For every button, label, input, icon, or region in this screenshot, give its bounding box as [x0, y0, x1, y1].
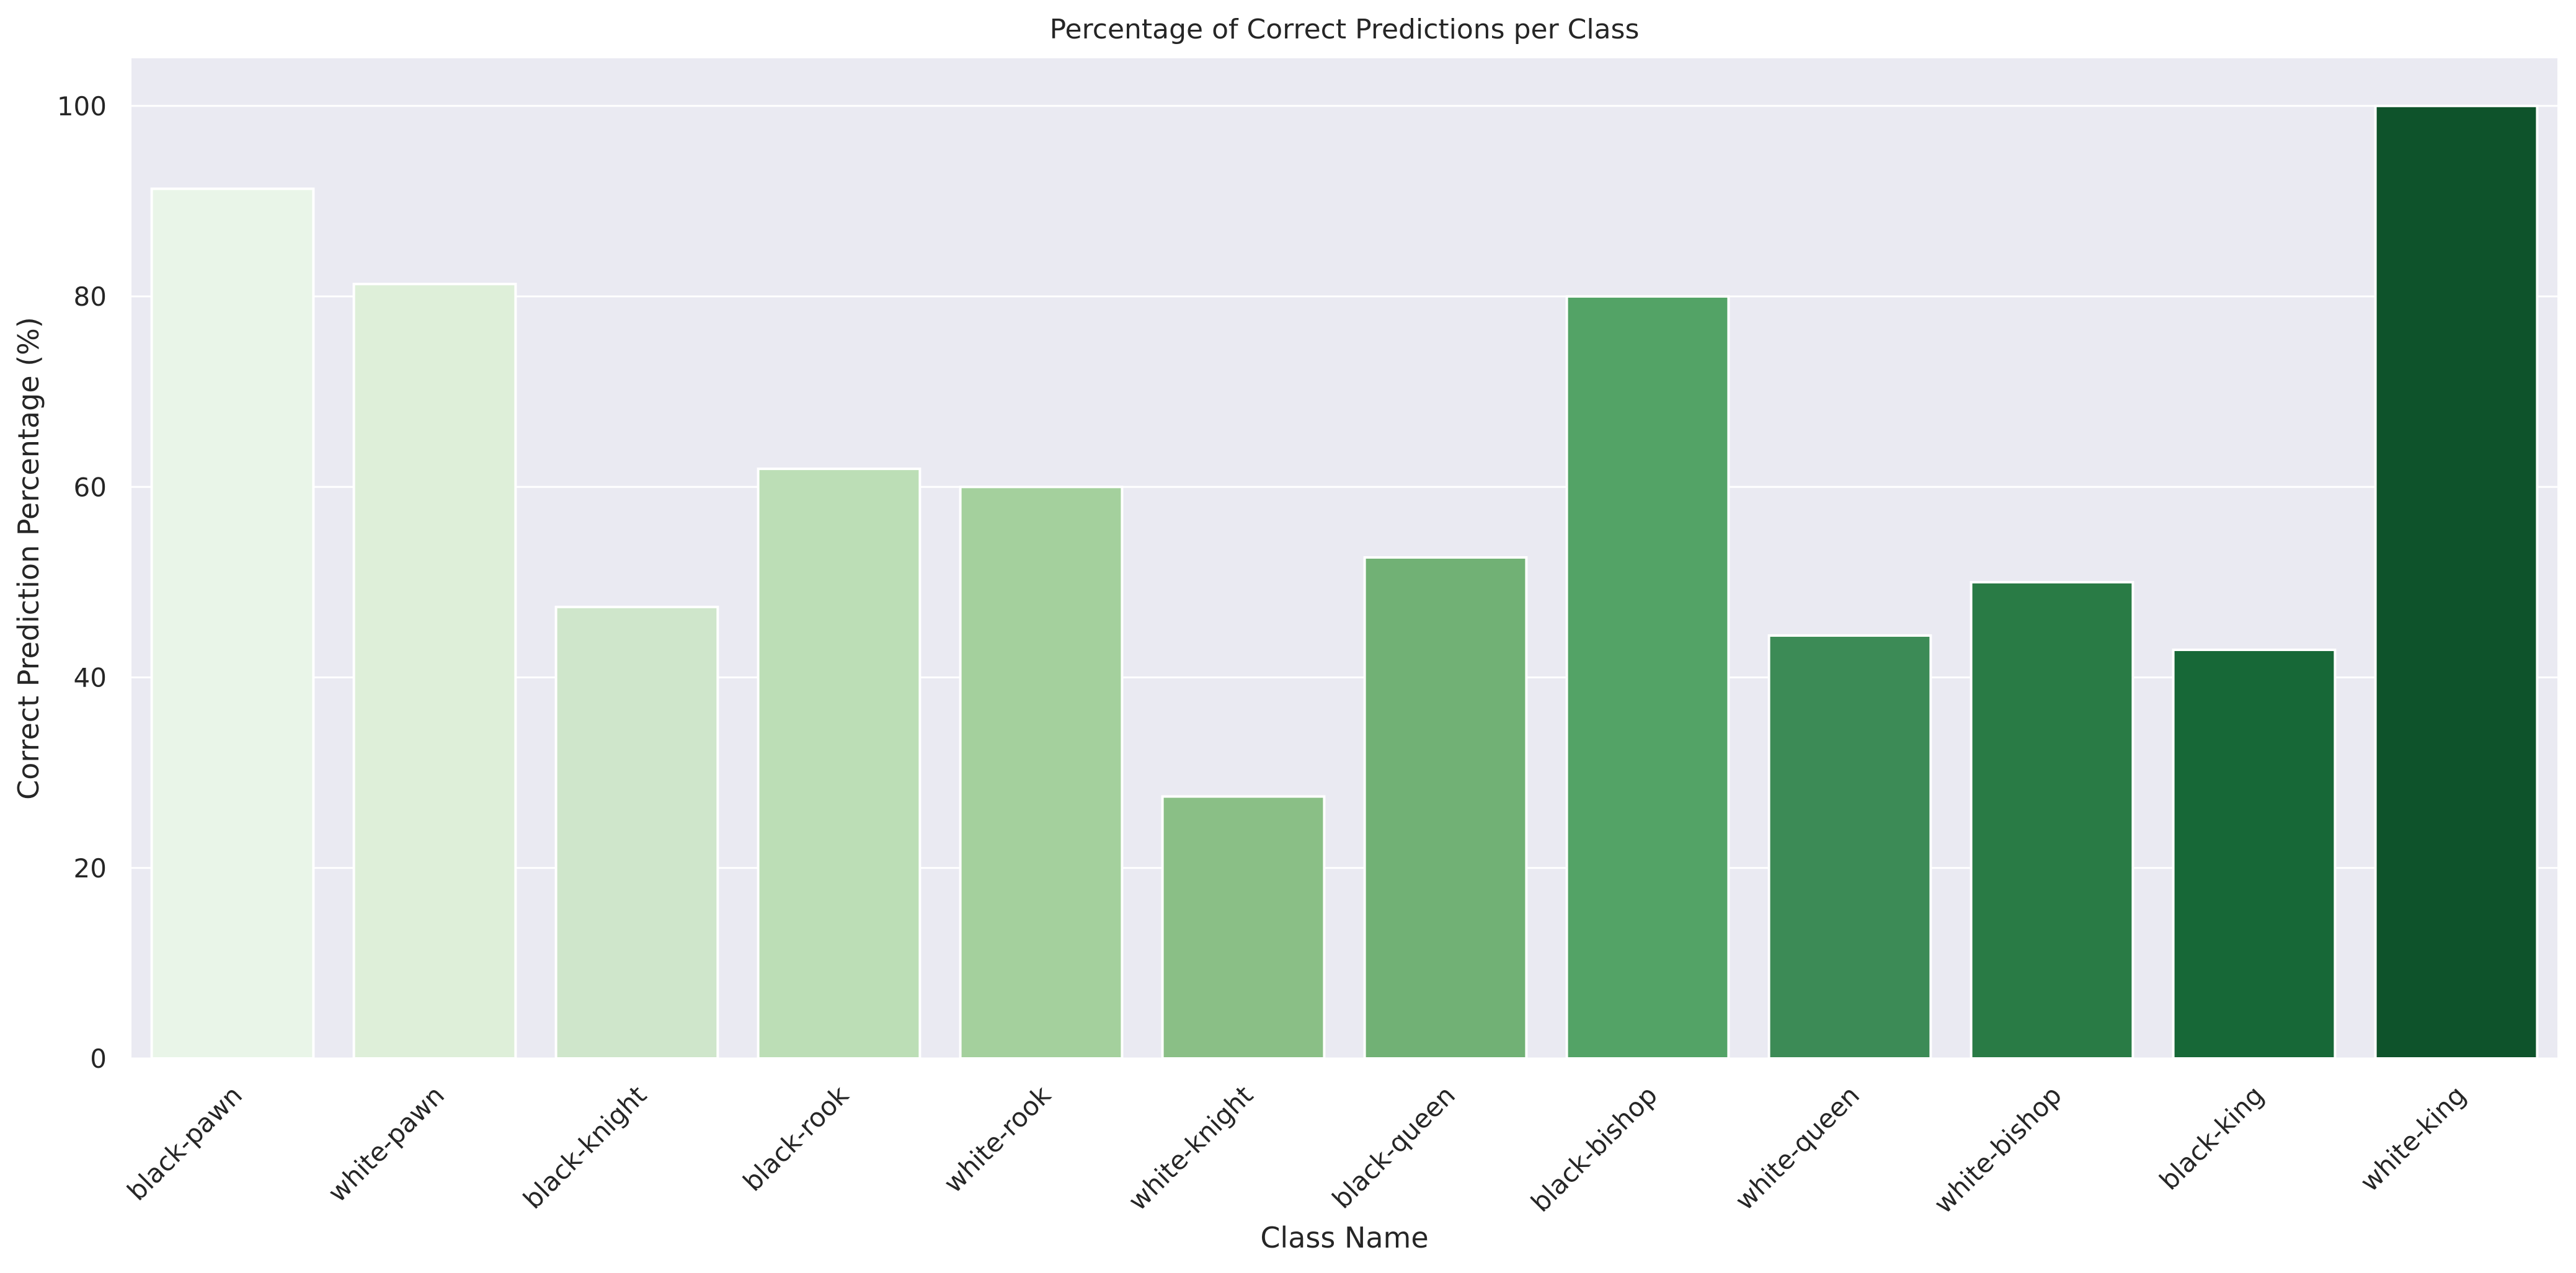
x-tick-label: white-king: [2354, 1080, 2472, 1197]
bar-black-knight: [554, 605, 719, 1060]
bar-white-queen: [1767, 634, 1932, 1060]
x-tick-label: black-pawn: [122, 1080, 248, 1206]
bar-white-bishop: [1970, 580, 2134, 1060]
x-tick-labels: black-pawn white-pawn black-knight black-ro…: [122, 1080, 2472, 1220]
bar-white-king: [2374, 104, 2539, 1060]
plot-area: [131, 58, 2557, 1058]
x-tick-label: white-queen: [1729, 1080, 1865, 1216]
y-tick-label: 100: [57, 91, 107, 122]
gridlines: [131, 105, 2557, 1060]
chart-title: Percentage of Correct Predictions per Cl…: [1050, 14, 1640, 45]
bars: [150, 104, 2539, 1060]
x-tick-label: white-pawn: [322, 1080, 450, 1208]
x-tick-label: black-rook: [737, 1080, 855, 1197]
y-tick-label: 40: [74, 663, 107, 693]
bar-white-rook: [959, 486, 1124, 1060]
x-axis-label: Class Name: [1260, 1221, 1428, 1254]
y-tick-label: 80: [74, 282, 107, 312]
x-tick-label: white-bishop: [1928, 1080, 2067, 1219]
x-tick-label: black-queen: [1326, 1080, 1461, 1214]
bar-black-rook: [757, 468, 922, 1060]
x-tick-label: white-knight: [1122, 1080, 1259, 1216]
bar-black-bishop: [1565, 295, 1730, 1060]
y-tick-labels: 0 20 40 60 80 100: [57, 91, 107, 1074]
bar-black-queen: [1363, 556, 1528, 1060]
x-tick-label: black-king: [2154, 1080, 2270, 1195]
y-axis-label: Correct Prediction Percentage (%): [12, 317, 45, 800]
x-tick-label: black-bishop: [1525, 1080, 1663, 1218]
bar-black-king: [2172, 648, 2337, 1060]
bar-white-knight: [1161, 795, 1326, 1060]
y-tick-label: 60: [74, 472, 107, 502]
bar-black-pawn: [150, 187, 315, 1060]
bar-white-pawn: [352, 283, 517, 1060]
y-tick-label: 20: [74, 853, 107, 884]
y-tick-label: 0: [90, 1044, 107, 1074]
x-tick-label: white-rook: [938, 1080, 1057, 1199]
x-tick-label: black-knight: [517, 1080, 652, 1215]
